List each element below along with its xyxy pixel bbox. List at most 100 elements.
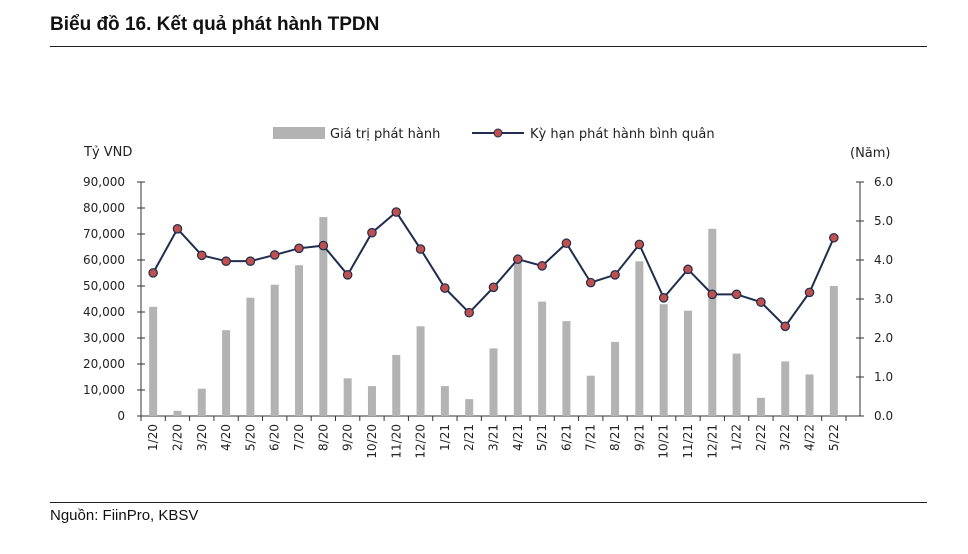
line-point <box>415 244 426 254</box>
bar <box>465 399 474 416</box>
x-tick-label: 10/21 <box>657 424 671 459</box>
series-line <box>152 210 835 328</box>
x-tick-label: 5/21 <box>535 424 549 451</box>
y-tick-label-left: 20,000 <box>83 357 125 371</box>
y-tick-label-left: 10,000 <box>83 383 125 397</box>
y-tick-label-right: 6.0 <box>874 175 893 189</box>
line-point <box>804 287 815 298</box>
line-point <box>269 250 280 260</box>
x-tick-label: 9/21 <box>632 424 646 451</box>
line-point <box>537 261 547 271</box>
bar <box>416 326 425 416</box>
x-tick-label: 4/21 <box>511 424 525 451</box>
x-tick-label: 11/20 <box>389 424 403 459</box>
line-point <box>464 307 474 318</box>
y-tick-label-right: 1.0 <box>874 370 893 384</box>
line-point <box>318 240 329 251</box>
x-tick-label: 3/20 <box>195 424 209 451</box>
legend: Giá trị phát hành Kỳ hạn phát hành bình … <box>273 127 715 142</box>
line-point <box>756 297 766 307</box>
line-point <box>610 270 620 280</box>
y-tick-label-left: 50,000 <box>83 279 125 293</box>
bar <box>173 410 182 416</box>
y-tick-label-left: 40,000 <box>83 305 125 319</box>
line-point <box>683 264 693 275</box>
y-axis-label-left: Tỷ VND <box>83 145 132 160</box>
y-tick-label-right: 3.0 <box>874 292 893 306</box>
line-point <box>172 224 183 234</box>
chart: Giá trị phát hành Kỳ hạn phát hành bình … <box>83 127 893 459</box>
y-tick-label-left: 90,000 <box>83 175 125 189</box>
x-tick-label: 7/21 <box>584 424 598 451</box>
bar <box>489 348 498 416</box>
x-tick-label: 3/22 <box>778 424 792 451</box>
y-tick-label-right: 0.0 <box>874 409 893 423</box>
x-tick-label: 2/22 <box>754 424 768 451</box>
title-divider <box>50 46 927 47</box>
x-tick-label: 2/20 <box>170 424 184 451</box>
y-tick-label-right: 5.0 <box>874 214 893 228</box>
bar <box>270 284 279 416</box>
x-tick-label: 2/21 <box>462 424 476 451</box>
y-axis-label-right: (Năm) <box>850 146 891 161</box>
bar <box>635 261 644 416</box>
x-tick-label: 3/21 <box>487 424 501 451</box>
bar <box>732 353 741 416</box>
x-tick-label: 1/22 <box>730 424 744 451</box>
y-tick-label-left: 60,000 <box>83 253 125 267</box>
x-tick-label: 6/20 <box>268 424 282 451</box>
line-point <box>513 254 523 265</box>
bar <box>586 375 595 416</box>
chart-title: Biểu đồ 16. Kết quả phát hành TPDN <box>50 14 380 35</box>
bar <box>805 374 814 416</box>
x-tick-label: 11/21 <box>681 424 695 459</box>
y-tick-label-left: 0 <box>117 409 125 423</box>
legend-label-bars: Giá trị phát hành <box>330 127 440 142</box>
x-tick-label: 4/20 <box>219 424 233 451</box>
bar <box>343 378 352 416</box>
line-point <box>658 293 669 303</box>
y-tick-label-left: 80,000 <box>83 201 125 215</box>
bar <box>392 354 401 416</box>
legend-swatch-marker <box>493 128 503 138</box>
line-point <box>780 321 791 332</box>
line-point <box>391 207 402 217</box>
source-note: Nguồn: FiinPro, KBSV <box>50 507 199 524</box>
x-tick-label: 12/21 <box>705 424 719 459</box>
y-tick-label-left: 30,000 <box>83 331 125 345</box>
bar <box>513 262 522 416</box>
line-point <box>245 256 256 266</box>
line-point <box>731 289 742 300</box>
x-tick-label: 1/20 <box>146 424 160 451</box>
bar <box>440 386 449 416</box>
bar <box>149 306 158 416</box>
line-point <box>634 239 645 250</box>
bar <box>683 310 692 416</box>
bar <box>829 286 838 416</box>
line-point <box>829 232 839 243</box>
x-tick-label: 12/20 <box>414 424 428 459</box>
bar <box>611 341 620 416</box>
line-point <box>342 270 353 280</box>
line-point <box>585 277 596 288</box>
legend-swatch-bars <box>273 127 325 139</box>
bar <box>246 297 255 416</box>
x-tick-label: 5/22 <box>827 424 841 451</box>
bar <box>222 330 231 416</box>
x-tick-label: 8/21 <box>608 424 622 451</box>
line-point <box>440 283 450 293</box>
x-tick-label: 5/20 <box>243 424 257 451</box>
footer-divider <box>50 502 927 503</box>
bar <box>562 321 571 416</box>
legend-label-line: Kỳ hạn phát hành bình quân <box>530 127 715 142</box>
x-tick-label: 9/20 <box>341 424 355 451</box>
y-tick-label-right: 4.0 <box>874 253 893 267</box>
line-point <box>196 250 207 261</box>
bar <box>538 301 547 416</box>
line-point <box>707 289 718 300</box>
line-point <box>561 238 572 249</box>
line-point <box>221 256 231 266</box>
bar <box>367 386 376 416</box>
line-point <box>294 243 304 254</box>
bar <box>319 217 328 416</box>
